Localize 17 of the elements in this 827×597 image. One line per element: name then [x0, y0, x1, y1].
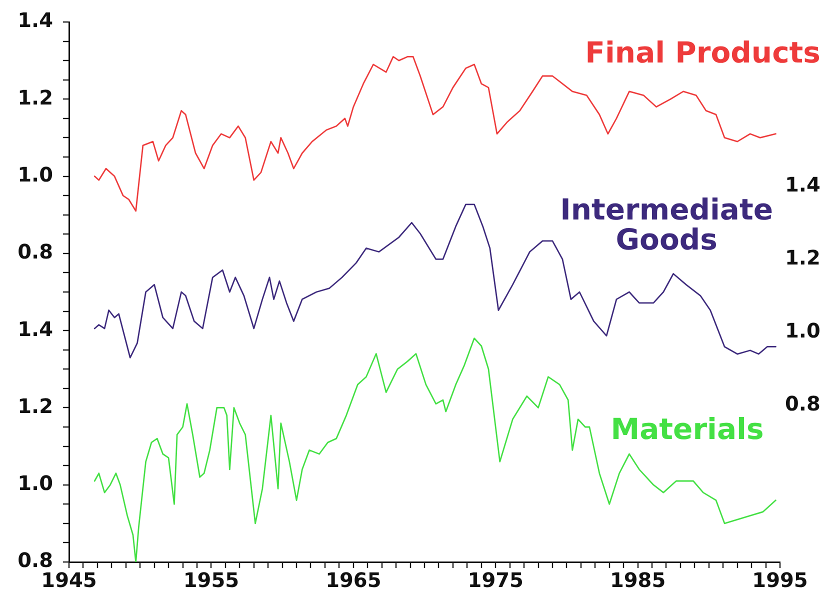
y-tick-label: 1.4: [18, 8, 53, 32]
x-tick-label: 1995: [752, 568, 808, 592]
y-tick-label: 1.0: [18, 162, 53, 186]
y2-tick-label: 0.8: [785, 391, 820, 416]
y2-tick-label: 1.4: [785, 172, 820, 196]
series-label: Intermediate Goods: [560, 192, 774, 256]
y-tick-label: 1.2: [18, 85, 53, 110]
y2-tick-label: 1.0: [785, 318, 820, 342]
x-tick-label: 1945: [41, 568, 97, 592]
y2-tick-label: 1.2: [785, 245, 820, 270]
y-tick-label: 0.8: [18, 240, 53, 264]
x-tick-label: 1985: [610, 568, 666, 592]
series-label: Final Products: [585, 35, 820, 70]
x-tick-label: 1975: [468, 568, 524, 592]
x-tick-label: 1965: [326, 568, 382, 592]
x-tick-label: 1955: [183, 568, 240, 592]
series-label: Materials: [610, 412, 764, 446]
